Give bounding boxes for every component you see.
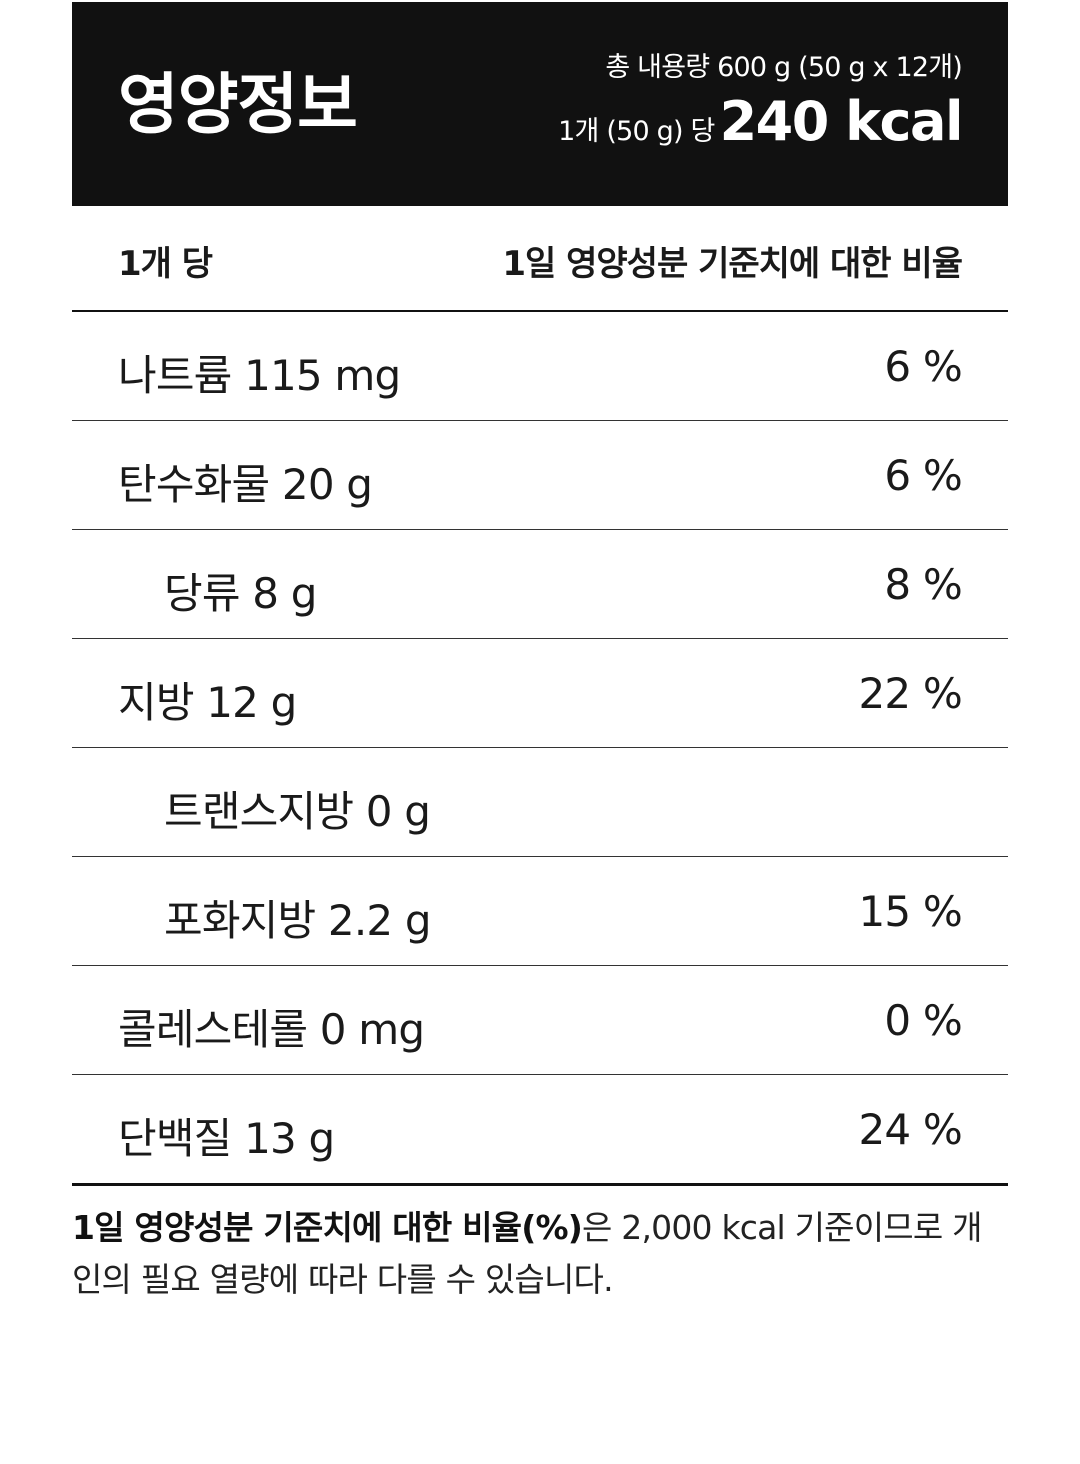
nutrient-percent: 8 % [884,560,962,609]
footnote-text: 은 2,000 kcal 기준이므로 개인의 필요 열량에 따라 다를 수 있습… [72,1208,982,1299]
nutrient-name: 당류 8 g [164,569,317,618]
nutrient-name: 지방 12 g [118,678,297,727]
column-header-serving: 1개 당 [118,244,213,284]
nutrient-name: 포화지방 2.2 g [164,896,432,945]
column-header: 1개 당 1일 영양성분 기준치에 대한 비율 [72,206,1008,312]
nutrient-percent: 6 % [884,451,962,500]
nutrient-row-cholesterol: 콜레스테롤 0 mg 0 % [72,966,1008,1075]
column-header-daily-value: 1일 영양성분 기준치에 대한 비율 [502,244,963,284]
nutrient-row-saturated-fat: 포화지방 2.2 g 15 % [72,857,1008,966]
nutrient-name: 단백질 13 g [118,1114,335,1163]
daily-value-footnote: 1일 영양성분 기준치에 대한 비율(%)은 2,000 kcal 기준이므로 … [72,1202,1008,1306]
nutrient-row-sodium: 나트륨 115 mg 6 % [72,312,1008,421]
nutrient-name: 트랜스지방 0 g [164,787,431,836]
nutrient-row-trans-fat: 트랜스지방 0 g [72,748,1008,857]
nutrient-row-carbohydrate: 탄수화물 20 g 6 % [72,421,1008,530]
footnote-emphasis: 1일 영양성분 기준치에 대한 비율(%) [72,1208,583,1247]
nutrient-name: 탄수화물 20 g [118,460,373,509]
nutrient-name: 나트륨 115 mg [118,351,401,400]
per-serving-label: 1개 (50 g) 당 [558,116,715,147]
nutrient-name: 콜레스테롤 0 mg [118,1005,425,1054]
nutrition-header: 영양정보 총 내용량 600 g (50 g x 12개) 1개 (50 g) … [72,2,1008,206]
calorie-line: 1개 (50 g) 당 240 kcal [558,94,963,163]
header-summary: 총 내용량 600 g (50 g x 12개) 1개 (50 g) 당 240… [558,50,963,163]
nutrient-percent: 6 % [884,342,962,391]
nutrition-title: 영양정보 [118,66,358,143]
nutrient-row-protein: 단백질 13 g 24 % [72,1075,1008,1186]
nutrient-row-fat: 지방 12 g 22 % [72,639,1008,748]
calorie-value: 240 kcal [719,90,964,153]
nutrient-percent: 22 % [858,669,962,718]
nutrient-percent: 0 % [884,996,962,1045]
nutrient-row-sugars: 당류 8 g 8 % [72,530,1008,639]
total-amount: 총 내용량 600 g (50 g x 12개) [605,52,962,83]
nutrient-percent: 15 % [858,887,962,936]
nutrition-facts-panel: 영양정보 총 내용량 600 g (50 g x 12개) 1개 (50 g) … [72,2,1008,1306]
nutrient-percent: 24 % [858,1105,962,1154]
